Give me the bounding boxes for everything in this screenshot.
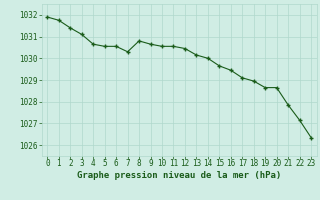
X-axis label: Graphe pression niveau de la mer (hPa): Graphe pression niveau de la mer (hPa): [77, 171, 281, 180]
